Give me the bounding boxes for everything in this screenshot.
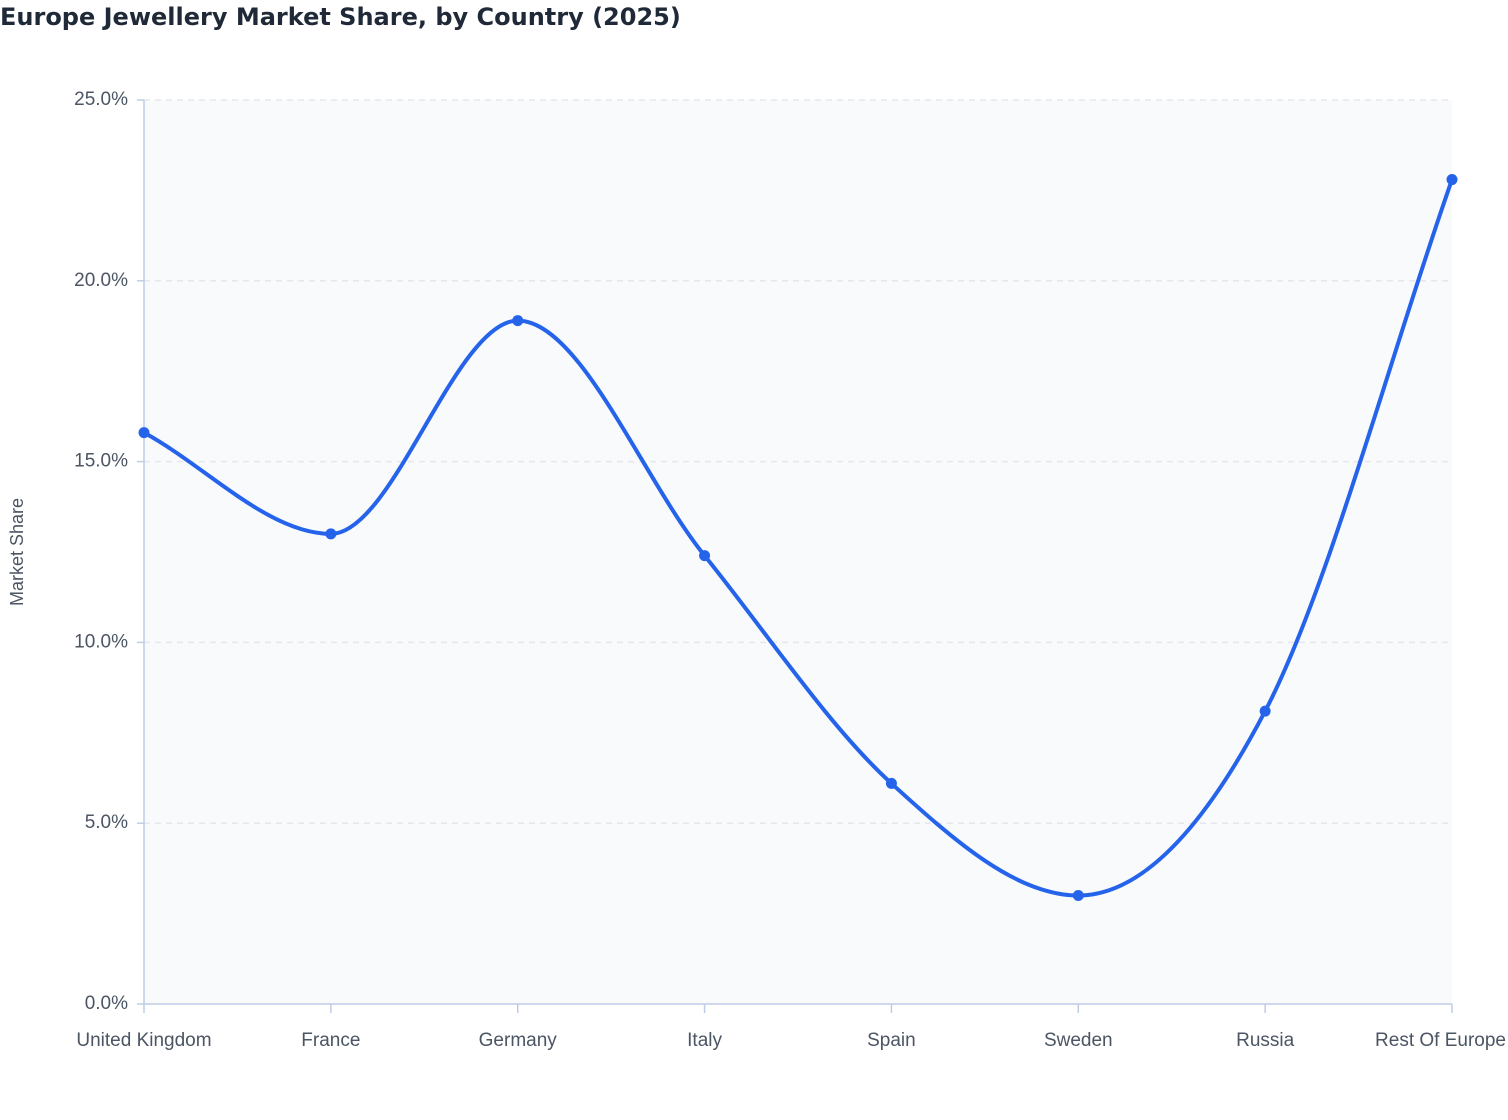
data-point-germany[interactable] <box>512 315 524 327</box>
y-tick-label: 10.0% <box>74 631 128 652</box>
data-point-spain[interactable] <box>885 777 897 789</box>
y-tick-label: 0.0% <box>85 993 128 1014</box>
data-points <box>138 174 1458 902</box>
x-tick-label: France <box>301 1030 360 1051</box>
data-point-russia[interactable] <box>1259 705 1271 717</box>
data-point-sweden[interactable] <box>1072 890 1084 902</box>
y-axis-ticks: 0.0% 5.0% 10.0% 15.0% 20.0% 25.0% <box>74 89 144 1014</box>
x-tick-label: United Kingdom <box>76 1030 211 1051</box>
x-tick-label: Rest Of Europe <box>1375 1030 1506 1051</box>
data-point-rest-of-europe[interactable] <box>1446 174 1458 186</box>
y-tick-label: 20.0% <box>74 270 128 291</box>
y-tick-label: 5.0% <box>85 812 128 833</box>
data-point-france[interactable] <box>325 528 337 540</box>
axes <box>143 100 1452 1005</box>
x-tick-label: Sweden <box>1044 1030 1113 1051</box>
plot-background <box>144 100 1452 1004</box>
y-axis-title: Market Share <box>7 498 27 606</box>
x-tick-label: Spain <box>867 1030 916 1051</box>
y-tick-label: 25.0% <box>74 89 128 110</box>
gridlines <box>144 99 1452 824</box>
data-point-italy[interactable] <box>699 550 711 562</box>
y-tick-label: 15.0% <box>74 451 128 472</box>
data-point-united-kingdom[interactable] <box>138 427 150 439</box>
x-axis-ticks: United Kingdom France Germany Italy Spain Swe… <box>76 1004 1506 1051</box>
x-tick-label: Italy <box>687 1030 722 1051</box>
chart-title: Europe Jewellery Market Share, by Countr… <box>0 3 681 31</box>
series-line <box>142 177 1454 898</box>
x-tick-label: Germany <box>479 1030 558 1051</box>
x-tick-label: Russia <box>1236 1030 1295 1051</box>
